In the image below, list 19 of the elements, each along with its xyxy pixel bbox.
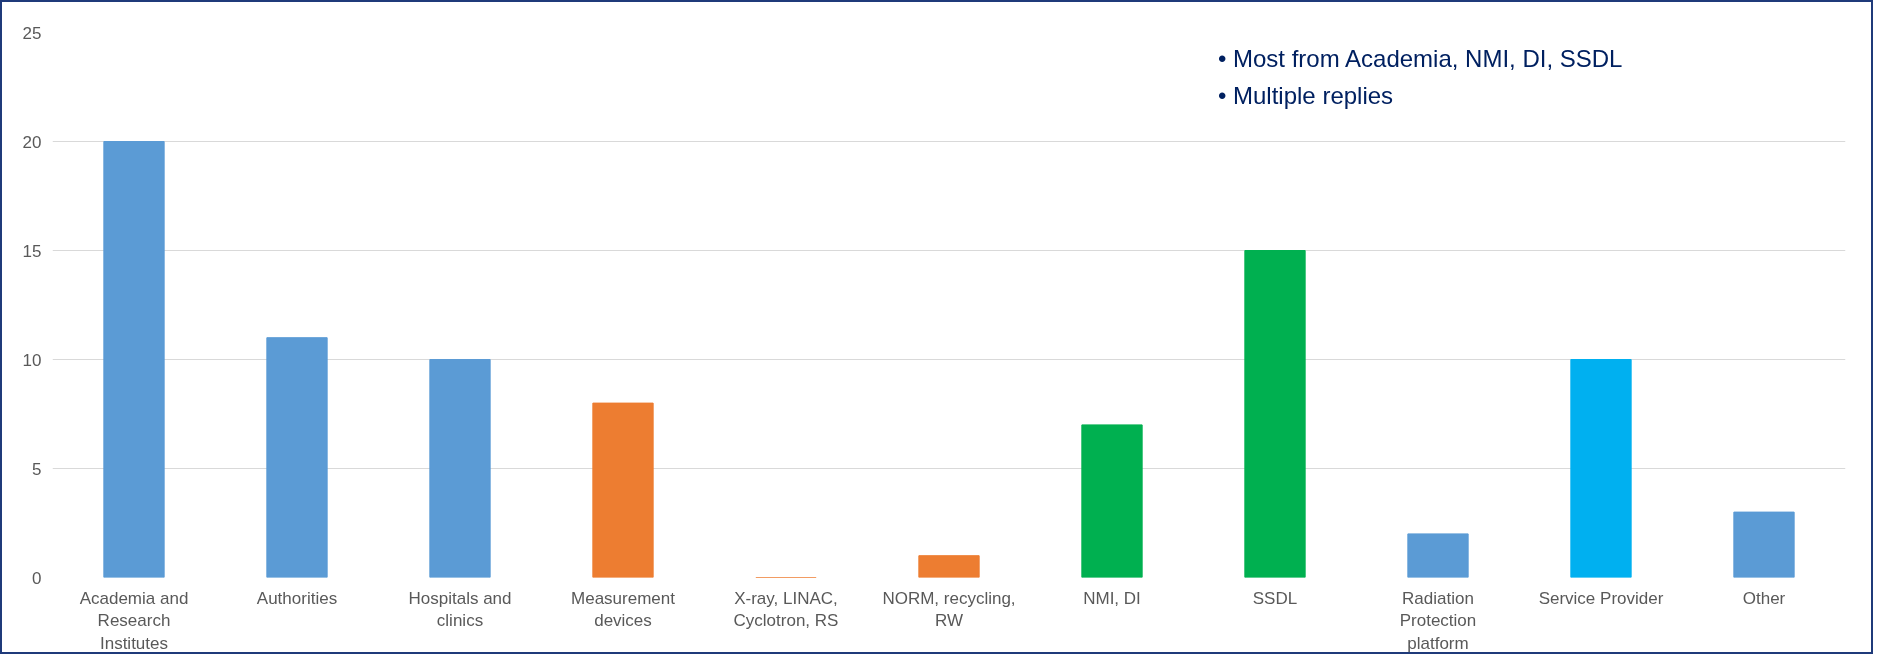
y-tick-label: 10 (22, 350, 42, 370)
y-tick-label: 20 (22, 132, 42, 152)
x-tick-label: X-ray, LINAC, Cyclotron, RS (733, 588, 839, 631)
annotation: • Most from Academia, NMI, DI, SSDL (1217, 44, 1623, 72)
x-tick-label: Service Provider (1538, 588, 1664, 608)
y-tick-label: 0 (32, 568, 42, 588)
x-tick-label: Academia and Research Institutes (79, 588, 189, 654)
x-tick-label: Authorities (256, 588, 338, 608)
x-tick-label: Other (1742, 588, 1786, 608)
x-tick-label: Radiation Protection platform (1399, 588, 1477, 654)
x-tick-label: NMI, DI (1083, 588, 1141, 608)
x-tick-label: NORM, recycling, RW (882, 588, 1016, 631)
y-tick-label: 25 (22, 23, 42, 43)
y-tick-label: 5 (32, 459, 42, 479)
x-tick-label: Measurement devices (571, 588, 676, 631)
x-tick-label: Hospitals and clinics (408, 588, 512, 631)
y-tick-label: 15 (22, 241, 42, 261)
annotation: • Multiple replies (1217, 81, 1394, 109)
x-tick-label: SSDL (1252, 588, 1298, 608)
